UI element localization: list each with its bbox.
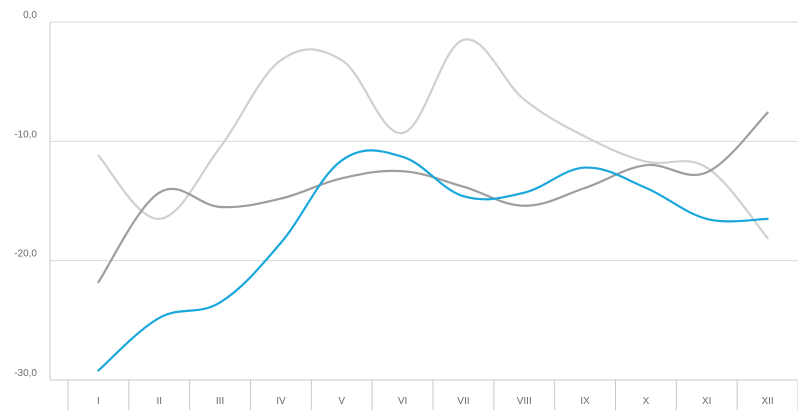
x-tick-label: V bbox=[338, 396, 345, 407]
x-tick-label: II bbox=[156, 396, 162, 407]
series-line-3 bbox=[97, 38, 769, 240]
y-tick-label: 0,0 bbox=[23, 10, 37, 21]
x-tick-label: IV bbox=[276, 396, 286, 407]
x-tick-label: VII bbox=[457, 396, 469, 407]
series-lines bbox=[97, 38, 769, 372]
x-tick-label: III bbox=[216, 396, 224, 407]
y-tick-label: -30,0 bbox=[14, 368, 37, 379]
tick-labels: 0,0-10,0-20,0-30,0I II III IV V VI VII VIII IX X X… bbox=[14, 10, 773, 407]
y-tick-label: -20,0 bbox=[14, 249, 37, 260]
grid bbox=[50, 21, 798, 381]
x-tick-label: I bbox=[97, 396, 100, 407]
x-tick-label: VIII bbox=[517, 396, 532, 407]
x-axis bbox=[49, 22, 798, 410]
series-line-1 bbox=[97, 149, 769, 372]
x-tick-label: XII bbox=[761, 396, 773, 407]
y-tick-label: -10,0 bbox=[14, 129, 37, 140]
x-tick-label: IX bbox=[580, 396, 590, 407]
x-tick-label: X bbox=[643, 396, 650, 407]
x-tick-label: VI bbox=[398, 396, 407, 407]
x-tick-label: XI bbox=[702, 396, 711, 407]
series-line-2 bbox=[97, 111, 769, 284]
